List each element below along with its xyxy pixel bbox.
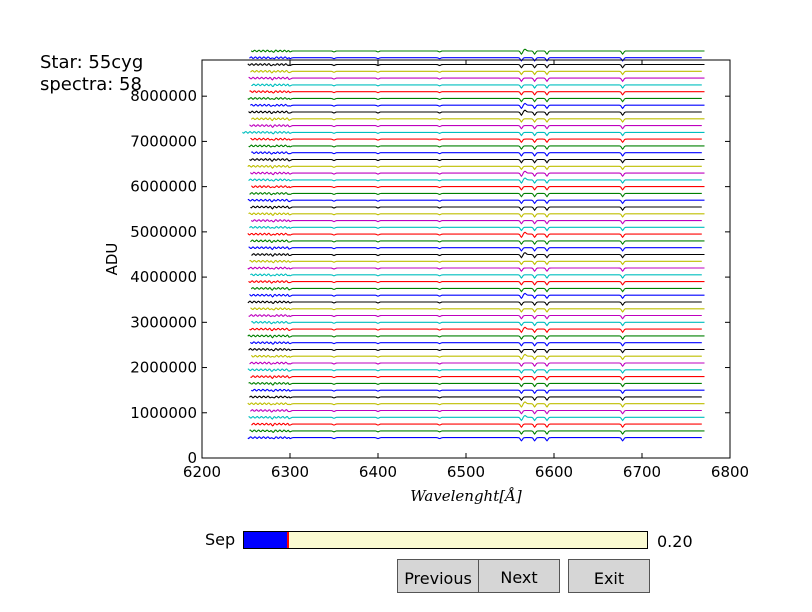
x-tick-label: 6600 [535, 463, 573, 481]
spectrum-line-51 [247, 96, 702, 103]
spectrum-line-52 [249, 90, 705, 96]
x-tick-label: 6200 [183, 463, 221, 481]
spectrum-line-27 [249, 259, 702, 266]
spectrum-line-6 [247, 401, 705, 408]
x-tick-label: 6400 [359, 463, 397, 481]
y-tick-label: 6000000 [130, 178, 197, 196]
spectrum-line-38 [250, 185, 705, 191]
spectrum-line-56 [247, 63, 705, 69]
x-tick-label: 6300 [271, 463, 309, 481]
spectrum-line-2 [249, 429, 705, 435]
spectrum-line-12 [249, 361, 705, 368]
spectrum-line-31 [247, 231, 702, 239]
spectrum-line-4 [248, 414, 705, 422]
spectrum-line-45 [250, 137, 702, 144]
spectrum-line-21 [247, 300, 702, 306]
spectrum-line-8 [250, 388, 705, 395]
spectrum-line-22 [249, 292, 705, 300]
spectrum-line-10 [250, 375, 705, 381]
spectrum-line-1 [247, 436, 702, 442]
sep-slider-label: Sep [205, 530, 236, 549]
spectrum-line-34 [248, 212, 705, 218]
x-tick-label: 6500 [447, 463, 485, 481]
spectrum-line-43 [251, 151, 702, 157]
spectrum-line-13 [250, 353, 702, 361]
spectrum-line-19 [248, 314, 702, 320]
spectrum-line-37 [249, 191, 702, 198]
spectrum-line-30 [250, 239, 705, 245]
sep-slider[interactable] [243, 531, 648, 549]
next-button[interactable]: Next [478, 559, 560, 593]
star-label: Star: 55cyg [40, 52, 144, 73]
spectrum-line-16 [247, 334, 705, 340]
spectrum-line-55 [250, 69, 702, 76]
x-tick-label: 6700 [623, 463, 661, 481]
y-axis-label: ADU [103, 243, 121, 276]
spectrum-line-11 [247, 368, 702, 374]
x-axis-label: Wavelenght[Å] [410, 487, 522, 505]
spectrum-line-36 [247, 198, 705, 205]
spectrum-line-20 [250, 307, 705, 313]
spectrum-line-7 [249, 395, 702, 401]
spectrum-line-57 [249, 56, 702, 62]
spectrum-line-44 [248, 144, 705, 150]
y-tick-label: 8000000 [130, 87, 197, 105]
y-tick-label: 3000000 [130, 313, 197, 331]
spectra-count-label: spectra: 58 [40, 74, 142, 95]
spectrum-line-14 [248, 347, 705, 354]
spectrum-line-33 [250, 219, 702, 225]
sep-slider-fill [244, 532, 289, 548]
spectrum-line-17 [249, 326, 702, 334]
spectrum-line-23 [250, 286, 702, 293]
y-tick-label: 7000000 [130, 132, 197, 150]
spectrum-line-15 [249, 341, 702, 347]
spectrum-line-29 [248, 246, 702, 252]
y-tick-label: 2000000 [130, 359, 197, 377]
spectrum-line-18 [251, 320, 705, 327]
spectrum-line-46 [242, 130, 705, 137]
y-tick-label: 1000000 [130, 404, 197, 422]
sep-slider-value: 0.20 [657, 532, 693, 551]
spectrum-line-53 [251, 83, 702, 89]
y-tick-label: 0 [187, 449, 197, 467]
spectrum-line-48 [250, 117, 705, 123]
spectrum-line-41 [247, 164, 702, 171]
spectrum-line-39 [248, 177, 702, 184]
previous-button[interactable]: Previous [397, 559, 479, 593]
spectrum-line-3 [251, 422, 702, 429]
spectrum-line-49 [248, 109, 702, 117]
y-tick-label: 5000000 [130, 223, 197, 241]
spectrum-line-58 [250, 48, 705, 55]
spectrum-line-9 [248, 381, 702, 388]
spectrum-line-5 [250, 409, 702, 415]
spectrum-line-26 [247, 266, 705, 273]
spectrum-line-32 [249, 225, 705, 232]
spectrum-line-40 [249, 170, 705, 178]
spectrum-line-47 [249, 124, 702, 130]
spectrum-line-35 [250, 205, 702, 212]
spectra-chart: 6200 6300 6400 6500 6600 6700 6800 0 1000000 2000… [103, 48, 749, 505]
x-tick-label: 6800 [711, 463, 749, 481]
sep-slider-handle[interactable] [287, 532, 290, 548]
spectrum-line-28 [251, 252, 705, 259]
exit-button[interactable]: Exit [568, 559, 650, 593]
y-tick-label: 4000000 [130, 268, 197, 286]
spectrum-line-25 [250, 273, 702, 279]
spectrum-line-42 [249, 157, 705, 164]
spectrum-line-54 [248, 76, 705, 83]
spectrum-line-24 [248, 280, 705, 286]
spectrum-line-50 [250, 102, 705, 110]
